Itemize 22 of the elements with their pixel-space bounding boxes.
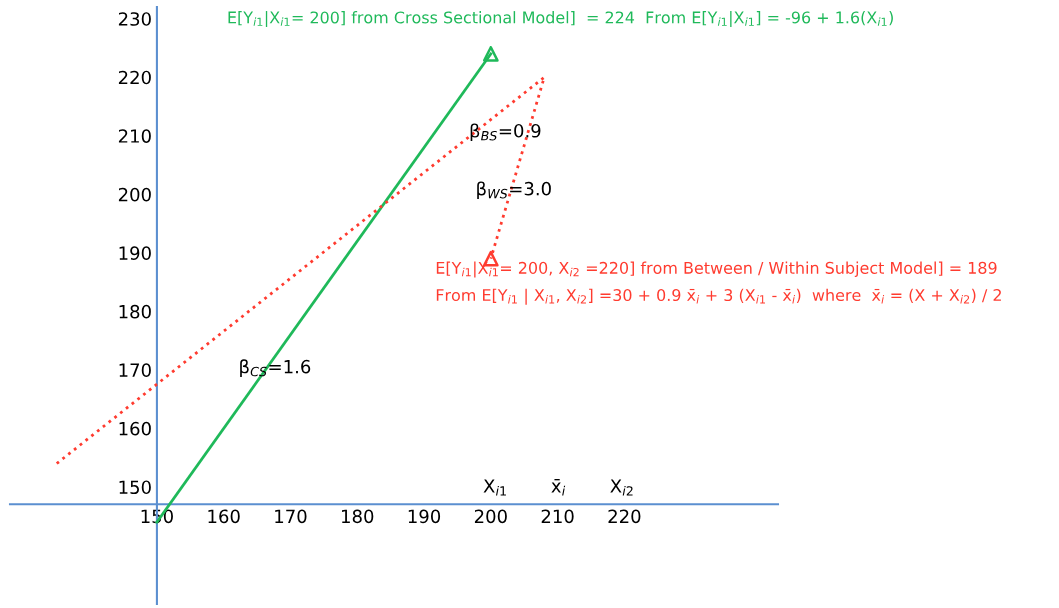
x-tick-label: 170 bbox=[275, 509, 307, 524]
x-tick-label: 180 bbox=[342, 509, 374, 524]
x-tick-label: 210 bbox=[541, 509, 574, 524]
x-tick-label: 190 bbox=[408, 509, 441, 524]
y-tick-label: 160 bbox=[119, 421, 151, 436]
annotation: x̄$_{i}$ bbox=[551, 479, 566, 496]
x-tick-label: 220 bbox=[608, 509, 641, 524]
y-tick-label: 200 bbox=[118, 187, 151, 202]
y-tick-label: 190 bbox=[119, 246, 151, 260]
x-tick-label: 200 bbox=[474, 509, 507, 524]
annotation: β$_{WS}$=3.0 bbox=[477, 181, 551, 200]
annotation: X$_{i2}$ bbox=[610, 479, 633, 496]
y-tick-label: 180 bbox=[119, 304, 151, 319]
text: E[Y$_{i1}$|X$_{i1}$= 200] from Cross Sectional Model] = 224 From E[Y$_{i1}$|X$_{i1}$] = -96 + 1.6(X$_{i1}$) bbox=[228, 11, 893, 28]
annotation: β$_{BS}$=0.9 bbox=[470, 123, 541, 142]
y-tick-label: 150 bbox=[119, 480, 151, 495]
y-tick-label: 230 bbox=[118, 12, 151, 26]
y-tick-label: 220 bbox=[118, 70, 151, 85]
y-tick-label: 210 bbox=[118, 129, 151, 143]
x-tick-label: 160 bbox=[208, 509, 240, 524]
annotation: X$_{i1}$ bbox=[483, 479, 506, 496]
y-tick-label: 170 bbox=[119, 363, 151, 377]
